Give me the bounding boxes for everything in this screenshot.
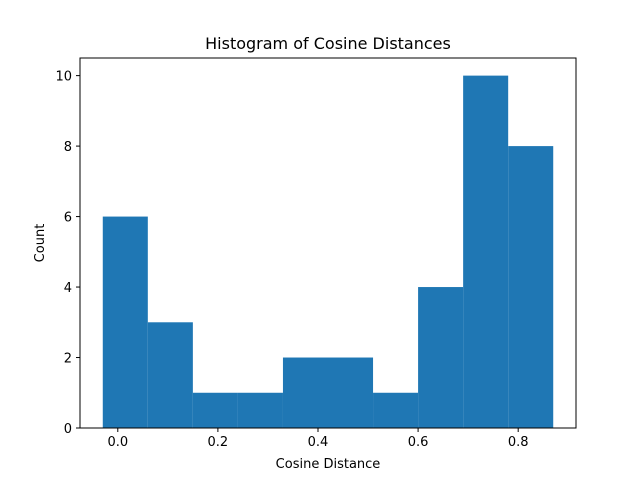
histogram-bar — [237, 392, 283, 428]
y-tick-label: 0 — [64, 422, 72, 437]
x-tick-label: 0.0 — [107, 435, 128, 450]
histogram-bar — [192, 392, 238, 428]
chart-title: Histogram of Cosine Distances — [205, 34, 451, 53]
histogram-bar — [463, 75, 509, 428]
histogram-bar — [508, 146, 554, 428]
histogram-bar — [282, 357, 328, 428]
y-tick-label: 8 — [64, 140, 72, 155]
y-tick-label: 2 — [64, 352, 72, 367]
bars-group — [102, 75, 554, 428]
plot-frame — [79, 57, 577, 429]
histogram-bar — [147, 322, 193, 428]
x-tick-label: 0.6 — [408, 435, 429, 450]
y-tick-label: 4 — [64, 281, 72, 296]
y-axis-label: Count — [33, 224, 48, 263]
histogram-bar — [102, 216, 148, 428]
x-axis-label: Cosine Distance — [276, 457, 381, 472]
y-tick-label: 6 — [64, 211, 72, 226]
y-tick-label: 10 — [55, 70, 72, 85]
histogram-bar — [373, 392, 419, 428]
x-tick-label: 0.2 — [208, 435, 229, 450]
x-tick-label: 0.4 — [308, 435, 329, 450]
x-ticks-group: 0.0 0.2 0.4 0.6 0.8 — [107, 428, 529, 450]
histogram-bar — [418, 287, 464, 428]
histogram-bar — [328, 357, 374, 428]
y-ticks-group: 0 2 4 6 8 10 — [55, 70, 80, 437]
x-tick-label: 0.8 — [508, 435, 529, 450]
